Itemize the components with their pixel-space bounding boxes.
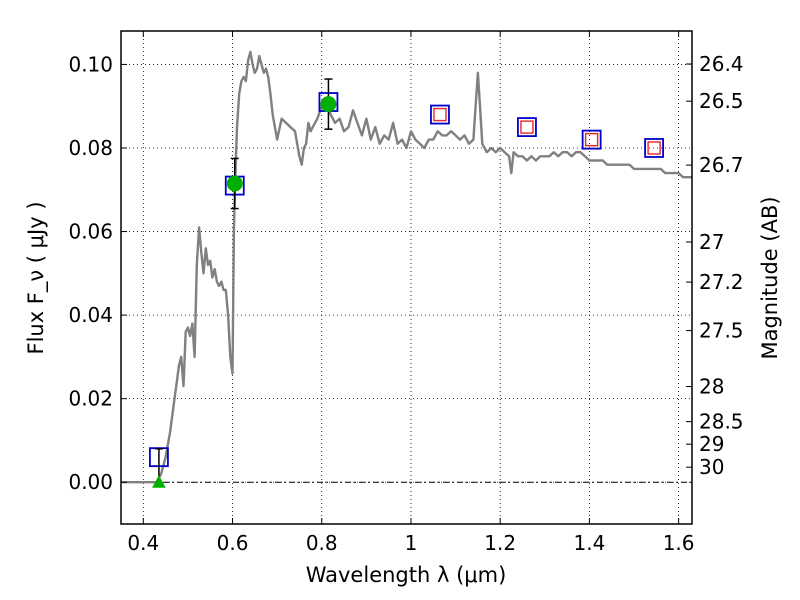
observed-photometry-box: [584, 132, 599, 147]
upper-limit-triangle: [152, 475, 166, 488]
x-tick-label: 1.4: [573, 531, 605, 555]
y2-tick-label: 27: [699, 230, 724, 254]
model-photometry-box: [644, 138, 664, 158]
y2-tick-label: 30: [699, 455, 724, 479]
y2-axis-title: Magnitude (AB): [758, 196, 782, 359]
y2-tick-label: 27.2: [699, 270, 744, 294]
y-tick-label: 0.02: [68, 387, 113, 411]
observed-photometry-box: [520, 120, 534, 134]
detection-point: [226, 175, 243, 192]
y2-tick-label: 26.5: [699, 89, 744, 113]
observed-photometry-box: [433, 107, 447, 122]
y2-tick-label: 29: [699, 432, 724, 456]
y-axis-title: Flux F_ν ( μJy ): [24, 201, 49, 354]
x-tick-label: 1.2: [484, 531, 516, 555]
x-tick-label: 1.6: [663, 531, 695, 555]
y-tick-label: 0.10: [68, 52, 113, 76]
x-axis-title: Wavelength λ (μm): [306, 563, 507, 587]
markers-layer: [149, 78, 664, 488]
y-tick-label: 0.08: [68, 136, 113, 160]
y2-tick-label: 27.5: [699, 319, 744, 343]
series-layer: [121, 50, 692, 484]
x-tick-label: 0.6: [217, 531, 249, 555]
y2-tick-label: 26.7: [699, 153, 744, 177]
x-tick-label: 0.4: [127, 531, 159, 555]
plot-frame: [120, 30, 693, 525]
observed-photometry-box: [647, 141, 661, 155]
y-tick-label: 0.00: [68, 470, 113, 494]
x-tick-label: 1: [405, 531, 418, 555]
model-spectrum-line: [121, 50, 692, 484]
y2-tick-label: 28: [699, 375, 724, 399]
y-tick-label: 0.06: [68, 220, 113, 244]
y-tick-label: 0.04: [68, 303, 113, 327]
y2-tick-label: 26.4: [699, 52, 744, 76]
model-photometry-box: [581, 129, 602, 150]
model-photometry-box: [517, 117, 537, 137]
grid-lines: [121, 31, 692, 524]
y2-tick-label: 28.5: [699, 410, 744, 434]
model-photometry-box: [430, 104, 450, 125]
x-tick-label: 0.8: [306, 531, 338, 555]
detection-point: [320, 96, 337, 113]
axis-ticks: 0.4 0.6 0.8 1 1.2 1.4 1.6 0.00 0.02 0.04 0.06 0.08 0…: [68, 31, 744, 555]
